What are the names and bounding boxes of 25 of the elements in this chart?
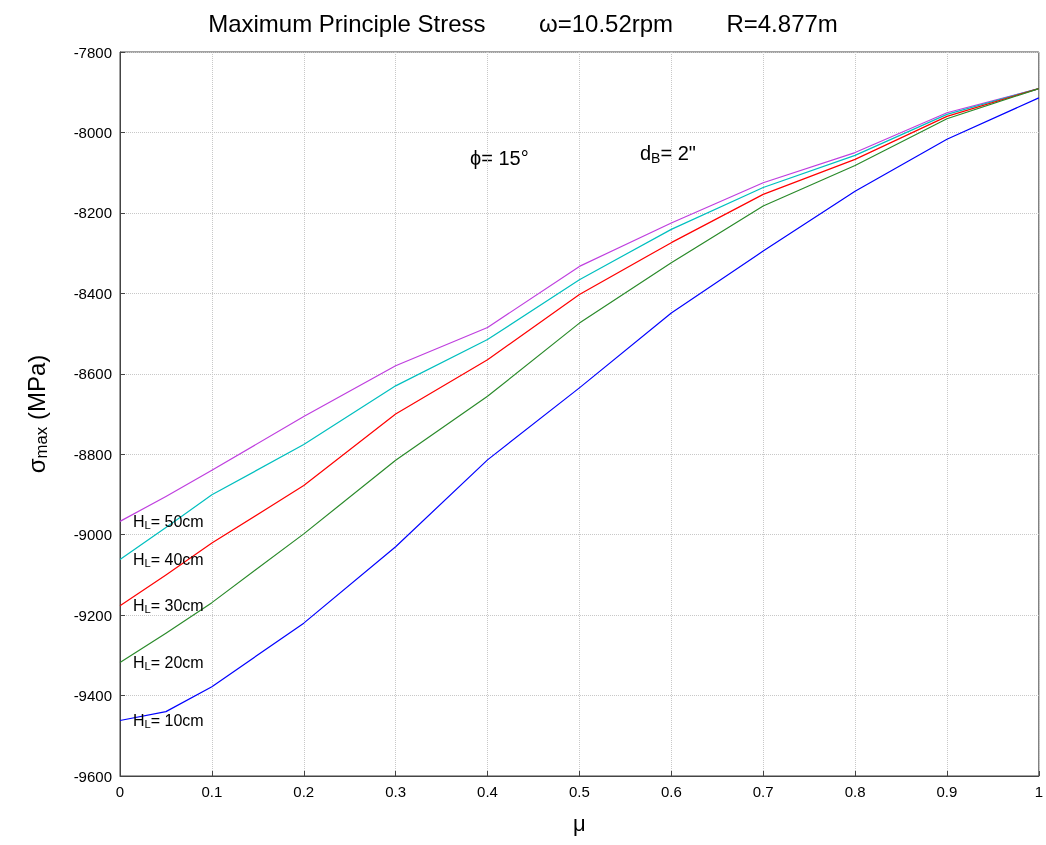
x-tick-label: 0.2 — [293, 783, 315, 800]
y-tick-label: -7800 — [73, 43, 112, 61]
y-tick-label: -8000 — [73, 123, 112, 141]
annotation: ϕ= 15° — [470, 147, 529, 169]
x-tick-label: 0.8 — [844, 783, 866, 800]
x-tick-label: 0.3 — [385, 783, 407, 800]
chart-title: Maximum Principle Stress ω=10.52rpm R=4.877m — [208, 9, 838, 37]
y-axis-title: σmax (MPa) — [22, 354, 51, 474]
y-tick-label: -8600 — [73, 365, 112, 383]
x-tick-label: 0.9 — [936, 783, 958, 800]
x-tick-label: 0.6 — [660, 783, 682, 800]
x-tick-label: 0 — [115, 783, 125, 800]
y-tick-label: -9200 — [73, 606, 112, 624]
x-tick-label: 1 — [1034, 783, 1043, 800]
y-tick-label: -8800 — [73, 445, 112, 463]
x-tick-label: 0.7 — [752, 783, 774, 800]
x-tick-label: 0.5 — [568, 783, 590, 800]
x-tick-label: 0.1 — [201, 783, 223, 800]
y-tick-label: -8400 — [73, 284, 112, 302]
x-tick-label: 0.4 — [477, 783, 498, 800]
x-axis-title: μ — [573, 810, 586, 836]
y-tick-label: -9400 — [73, 687, 112, 705]
y-tick-label: -9600 — [73, 767, 112, 785]
y-tick-label: -8200 — [73, 204, 112, 222]
y-tick-label: -9000 — [73, 526, 112, 544]
